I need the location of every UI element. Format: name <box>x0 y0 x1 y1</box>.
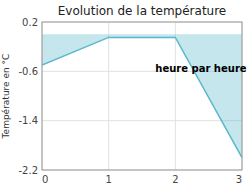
title: Evolution de la température <box>58 4 227 18</box>
tick-label: -1.4 <box>18 115 38 126</box>
tick-label: 0 <box>42 174 48 185</box>
tick-label: 3 <box>236 174 242 185</box>
chart: 0.2 -0.6 -1.4 -2.2 0 1 2 3 heure par heure Evolut… <box>0 0 250 188</box>
tick-label: 0.2 <box>22 17 38 28</box>
annotation: heure par heure <box>155 63 246 74</box>
line <box>42 37 242 157</box>
grid <box>42 22 242 170</box>
grid-line <box>108 22 109 170</box>
tick-label: -2.2 <box>18 165 38 176</box>
tick-label: 2 <box>172 174 178 185</box>
frame <box>42 22 242 170</box>
y-axis-label: Température en °C <box>1 54 11 140</box>
grid-line <box>42 120 242 121</box>
grid-line <box>175 22 176 170</box>
tick-label: -0.6 <box>18 66 38 77</box>
plot-area <box>42 34 242 157</box>
tick-label: 1 <box>105 174 111 185</box>
area <box>42 34 242 157</box>
